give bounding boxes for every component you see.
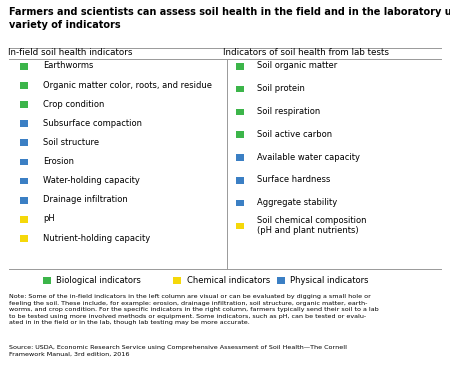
Text: Note: Some of the in-field indicators in the left column are visual or can be ev: Note: Some of the in-field indicators in… [9, 294, 379, 325]
Text: Soil active carbon: Soil active carbon [257, 130, 333, 139]
Text: Organic matter color, roots, and residue: Organic matter color, roots, and residue [43, 81, 212, 89]
FancyBboxPatch shape [20, 120, 28, 127]
Text: Soil structure: Soil structure [43, 138, 99, 147]
FancyBboxPatch shape [20, 159, 28, 165]
FancyBboxPatch shape [20, 63, 28, 70]
Text: Water-holding capacity: Water-holding capacity [43, 176, 140, 185]
Text: Biological indicators: Biological indicators [56, 276, 141, 284]
Text: Source: USDA, Economic Research Service using Comprehensive Assessment of Soil H: Source: USDA, Economic Research Service … [9, 345, 347, 357]
FancyBboxPatch shape [20, 235, 28, 242]
Text: Nutrient-holding capacity: Nutrient-holding capacity [43, 234, 150, 243]
FancyBboxPatch shape [43, 277, 51, 284]
FancyBboxPatch shape [236, 154, 244, 161]
FancyBboxPatch shape [20, 139, 28, 146]
Text: Physical indicators: Physical indicators [290, 276, 369, 284]
Text: pH: pH [43, 215, 54, 223]
Text: Indicators of soil health from lab tests: Indicators of soil health from lab tests [223, 48, 389, 57]
FancyBboxPatch shape [277, 277, 285, 284]
FancyBboxPatch shape [20, 197, 28, 204]
FancyBboxPatch shape [236, 177, 244, 184]
FancyBboxPatch shape [20, 82, 28, 89]
Text: Subsurface compaction: Subsurface compaction [43, 119, 142, 128]
FancyBboxPatch shape [236, 86, 244, 92]
Text: Crop condition: Crop condition [43, 100, 104, 109]
FancyBboxPatch shape [236, 131, 244, 138]
Text: In-field soil health indicators: In-field soil health indicators [8, 48, 132, 57]
FancyBboxPatch shape [20, 216, 28, 223]
FancyBboxPatch shape [20, 178, 28, 184]
Text: Chemical indicators: Chemical indicators [187, 276, 270, 284]
Text: Aggregate stability: Aggregate stability [257, 198, 338, 207]
Text: Soil respiration: Soil respiration [257, 107, 321, 116]
Text: Available water capacity: Available water capacity [257, 153, 360, 162]
FancyBboxPatch shape [236, 200, 244, 206]
Text: Surface hardness: Surface hardness [257, 176, 331, 184]
FancyBboxPatch shape [236, 109, 244, 115]
FancyBboxPatch shape [236, 223, 244, 229]
Text: Earthworms: Earthworms [43, 61, 93, 70]
Text: Soil protein: Soil protein [257, 84, 305, 93]
Text: Soil chemical composition
(pH and plant nutrients): Soil chemical composition (pH and plant … [257, 216, 367, 236]
Text: Farmers and scientists can assess soil health in the field and in the laboratory: Farmers and scientists can assess soil h… [9, 7, 450, 30]
Text: Soil organic matter: Soil organic matter [257, 61, 338, 70]
Text: Drainage infiltration: Drainage infiltration [43, 195, 127, 204]
FancyBboxPatch shape [173, 277, 181, 284]
FancyBboxPatch shape [236, 63, 244, 70]
FancyBboxPatch shape [20, 101, 28, 108]
Text: Erosion: Erosion [43, 157, 74, 166]
